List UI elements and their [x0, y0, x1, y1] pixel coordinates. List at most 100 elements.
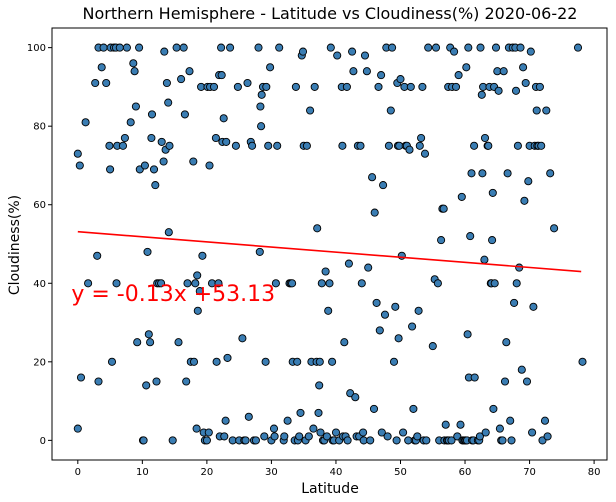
data-point: [118, 141, 128, 150]
data-point: [226, 43, 235, 52]
y-tick-label: 100: [27, 43, 46, 54]
data-point: [269, 424, 279, 433]
data-point: [470, 373, 479, 382]
data-point: [512, 279, 521, 288]
data-point: [322, 432, 331, 441]
data-point: [81, 118, 90, 127]
data-point: [351, 393, 360, 402]
data-point: [219, 114, 228, 123]
data-point: [529, 302, 538, 311]
data-point: [280, 432, 289, 441]
data-point: [362, 67, 371, 76]
data-point: [490, 279, 499, 288]
data-point: [464, 43, 473, 52]
data-point: [244, 412, 253, 421]
data-point: [356, 141, 365, 150]
data-point: [217, 71, 226, 80]
data-point: [466, 232, 475, 241]
x-axis-label: Latitude: [301, 481, 359, 497]
data-point: [408, 322, 417, 331]
data-point: [386, 106, 395, 115]
data-point: [304, 432, 313, 441]
data-point: [510, 298, 519, 307]
data-point: [413, 432, 422, 441]
data-point: [507, 436, 516, 445]
data-point: [315, 381, 324, 390]
data-point: [264, 141, 273, 150]
data-point: [457, 192, 466, 201]
plot-area: [51, 27, 608, 461]
data-point: [97, 63, 106, 72]
data-point: [131, 102, 140, 111]
chart-title: Northern Hemisphere - Latitude vs Cloudi…: [83, 4, 578, 23]
data-point: [543, 432, 552, 441]
data-point: [115, 43, 124, 52]
data-point: [271, 279, 280, 288]
data-point: [321, 267, 330, 276]
data-point: [191, 279, 200, 288]
x-tick-label: 30: [265, 467, 278, 478]
data-point: [489, 404, 498, 413]
data-point: [129, 59, 138, 68]
data-point: [454, 71, 463, 80]
data-point: [476, 43, 485, 52]
data-points: [73, 43, 587, 445]
data-point: [484, 141, 493, 150]
x-tick-label: 0: [75, 467, 81, 478]
data-point: [495, 424, 504, 433]
data-point: [293, 357, 302, 366]
data-point: [189, 157, 198, 166]
data-point: [317, 279, 326, 288]
data-point: [349, 67, 358, 76]
data-point: [522, 377, 532, 386]
data-point: [313, 224, 322, 233]
data-point: [211, 133, 220, 143]
data-point: [415, 141, 424, 150]
data-point: [392, 436, 401, 445]
data-point: [174, 338, 183, 347]
data-point: [374, 82, 383, 91]
data-point: [107, 357, 117, 366]
data-point: [291, 82, 300, 91]
data-point: [146, 338, 155, 347]
data-point: [182, 377, 191, 386]
data-point: [375, 326, 384, 335]
data-point: [513, 141, 522, 150]
data-point: [140, 161, 149, 170]
data-point: [394, 334, 403, 343]
y-tick-label: 0: [40, 436, 46, 447]
y-axis-ticks: 0 20 40 60 80 100: [27, 43, 52, 447]
data-point: [409, 404, 418, 413]
data-point: [368, 173, 377, 182]
data-point: [214, 279, 223, 288]
data-point: [233, 82, 242, 91]
data-point: [157, 279, 166, 288]
data-point: [396, 75, 405, 84]
data-point: [420, 149, 430, 158]
data-point: [159, 157, 168, 166]
data-point: [503, 169, 512, 178]
data-point: [76, 373, 86, 382]
data-point: [205, 161, 214, 170]
data-point: [195, 287, 204, 296]
data-point: [428, 342, 437, 351]
data-point: [414, 306, 423, 315]
data-point: [550, 224, 559, 233]
x-tick-label: 40: [330, 467, 343, 478]
data-point: [546, 169, 555, 178]
data-point: [147, 133, 156, 143]
data-point: [238, 334, 247, 343]
data-point: [135, 43, 144, 52]
data-point: [389, 357, 399, 366]
data-point: [147, 110, 157, 119]
x-axis-ticks: 0 10 20 30 40 50 60 70 80: [75, 460, 600, 478]
data-point: [241, 436, 250, 445]
data-point: [149, 165, 159, 174]
data-point: [325, 279, 334, 288]
data-point: [209, 82, 219, 91]
data-point: [177, 75, 186, 84]
data-point: [84, 279, 93, 288]
data-point: [295, 432, 304, 441]
data-point: [366, 436, 375, 445]
data-point: [383, 432, 392, 441]
